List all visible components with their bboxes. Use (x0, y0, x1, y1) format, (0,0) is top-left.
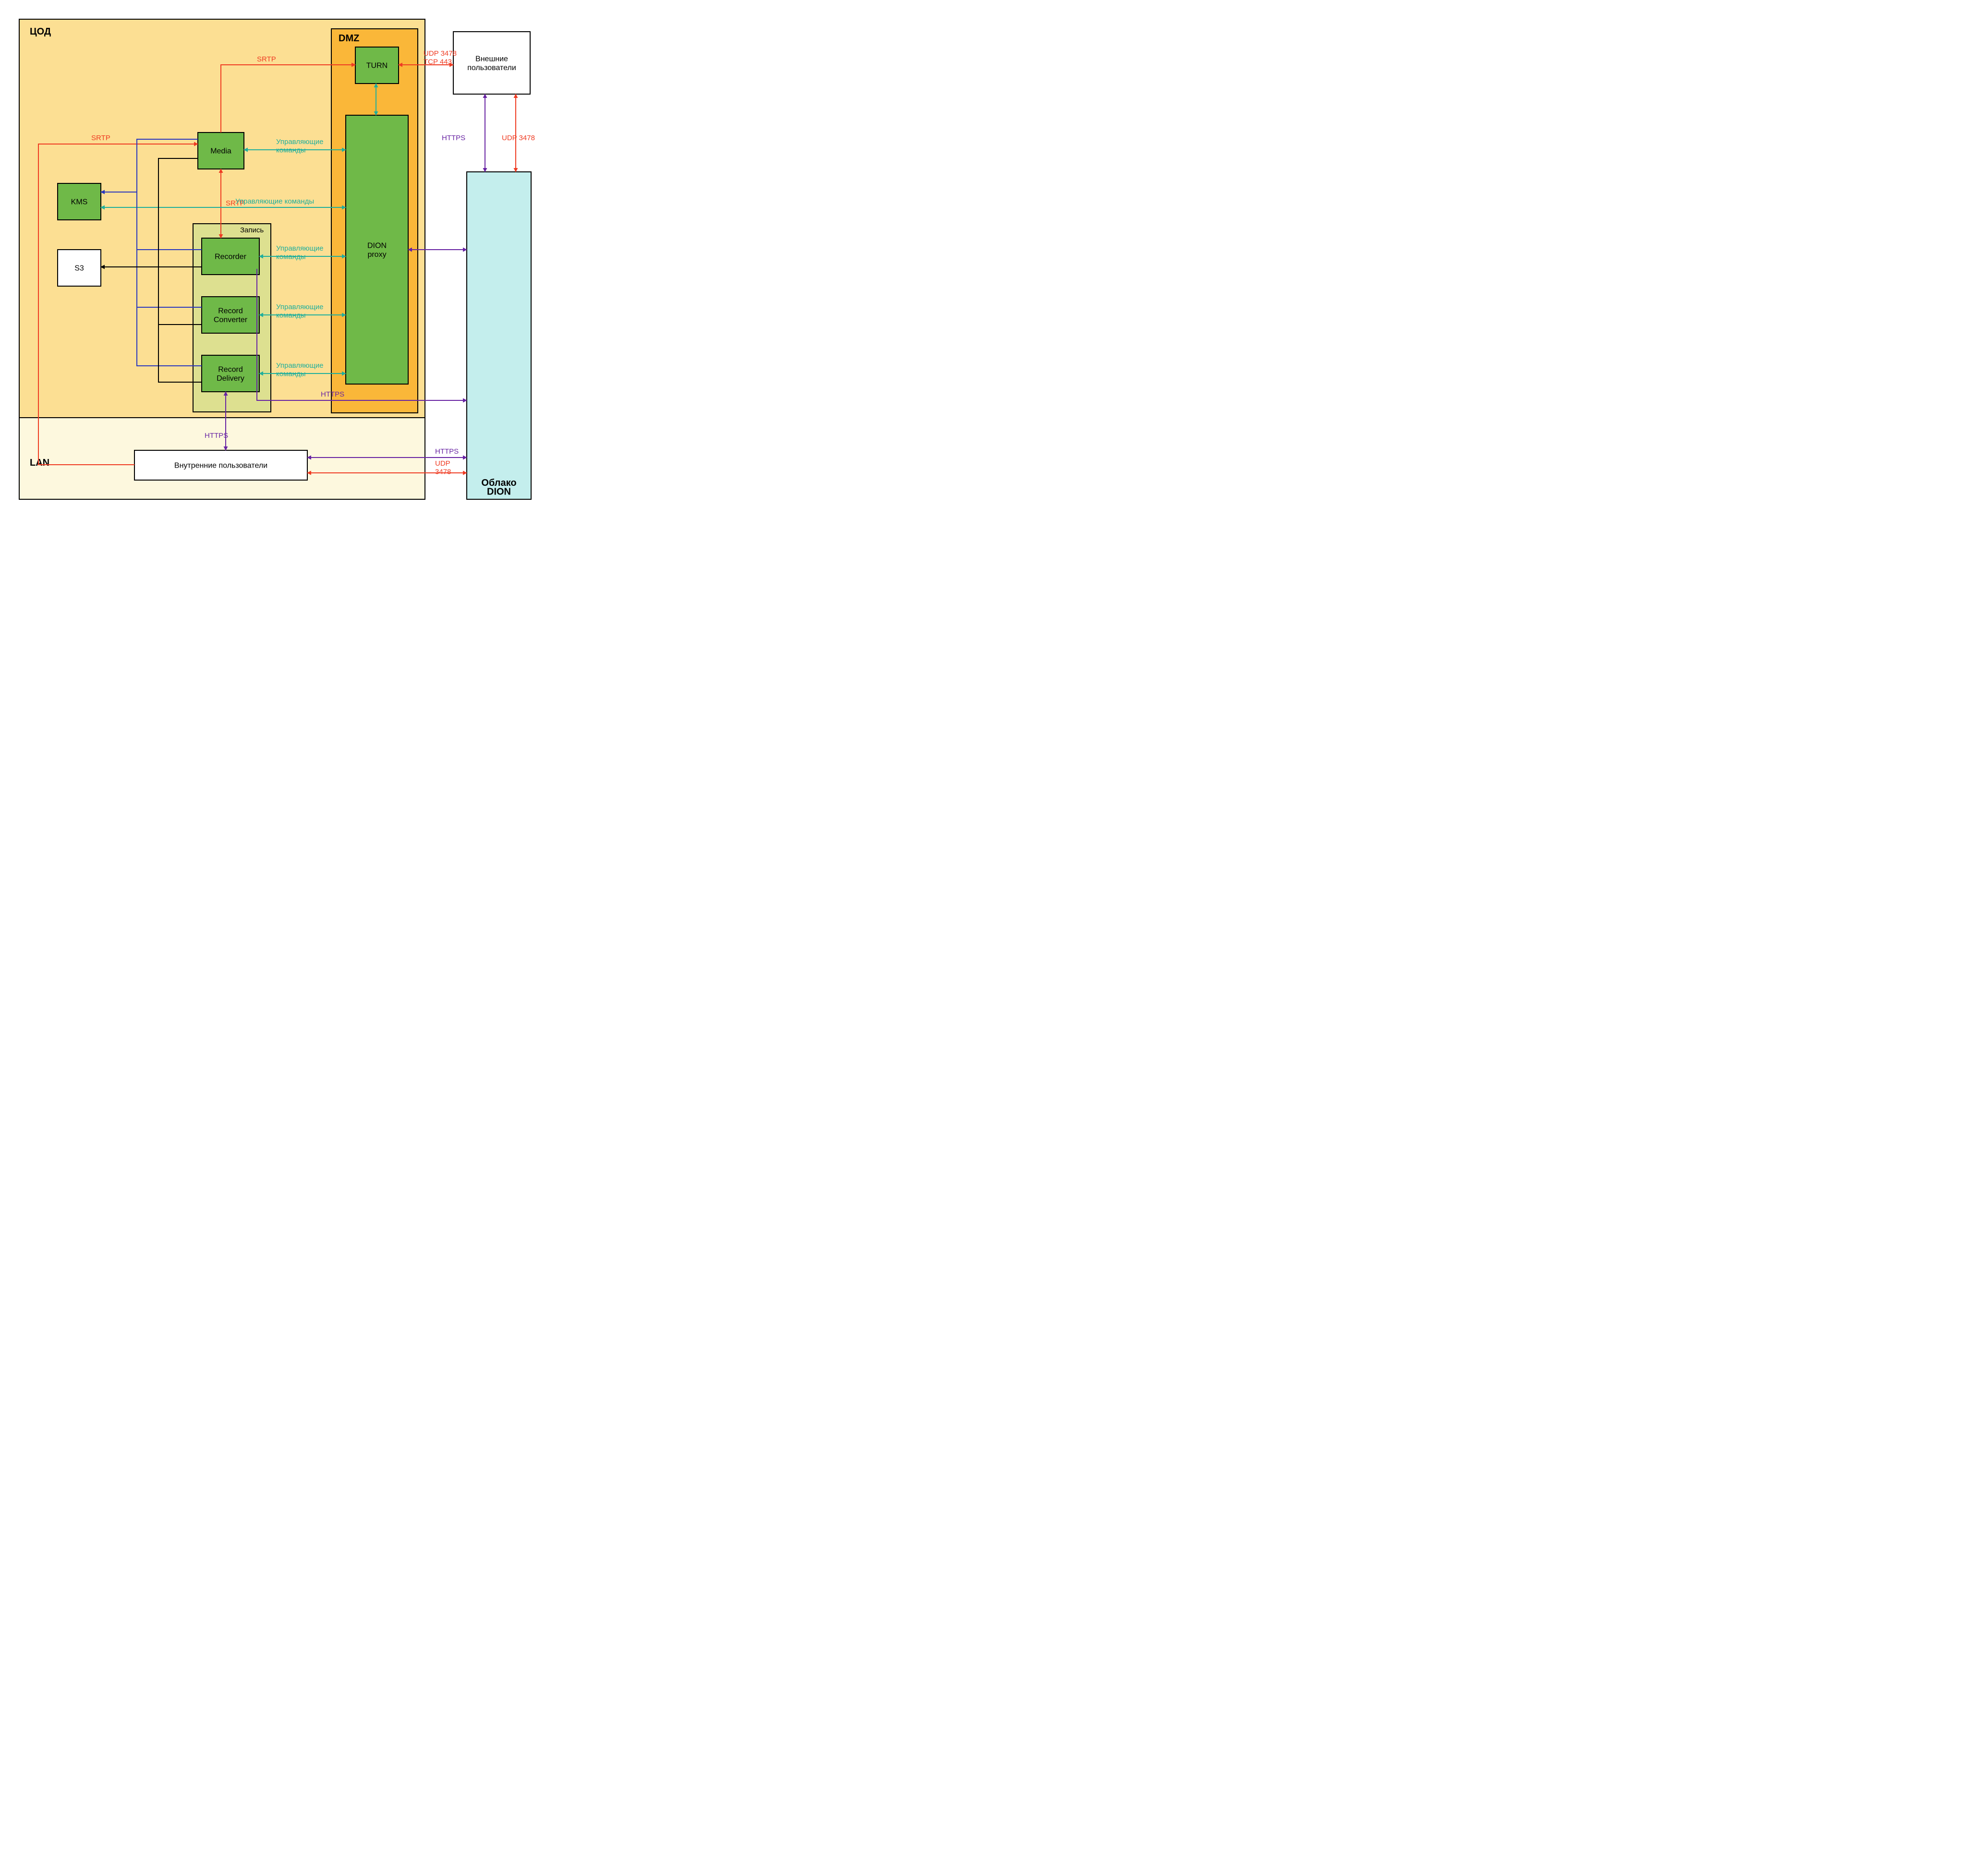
node-recconv-label: Record (218, 307, 243, 315)
node-recconv-label: Converter (214, 316, 248, 324)
e-cmd-recorder-label: Управляющие (276, 244, 323, 253)
e-cmd-media-label: команды (276, 146, 306, 154)
e-intusers-cloud-udp-label: UDP (435, 459, 450, 468)
node-turn-label: TURN (366, 62, 388, 70)
e-ext-cloud-udp-label: UDP 3478 (502, 134, 535, 142)
node-kms-label: KMS (71, 198, 88, 206)
node-recdeliv-label: Delivery (217, 374, 244, 383)
node-int_users-label: Внутренние пользователи (174, 462, 267, 470)
e-cmd-kms-label: Управляющие команды (235, 197, 314, 205)
node-recorder-label: Recorder (215, 253, 246, 261)
e-recorder-cloud-label: HTTPS (321, 390, 344, 398)
e-intusers-cloud-https-label: HTTPS (435, 447, 459, 456)
node-cloud (467, 172, 531, 499)
e-turn-extusers-label: UDP 3478 (424, 49, 457, 58)
e-cmd-media-label: Управляющие (276, 138, 323, 146)
svg-text:Запись: Запись (240, 226, 264, 234)
e-turn-extusers-label: TCP 443 (424, 58, 452, 66)
svg-text:DMZ: DMZ (339, 33, 359, 44)
e-srtp-media-turn-label: SRTP (257, 55, 276, 63)
svg-text:LAN: LAN (30, 458, 49, 468)
node-cloud-label: DION (487, 486, 511, 497)
e-cmd-recdeliv-label: команды (276, 370, 306, 378)
e-ext-cloud-https-label: HTTPS (442, 134, 465, 142)
e-cmd-recconv-label: Управляющие (276, 303, 323, 311)
node-ext_users-label: Внешние (475, 55, 508, 63)
node-proxy-label: proxy (367, 251, 386, 259)
e-intusers-cloud-udp-label: 3478 (435, 468, 451, 476)
node-ext_users-label: пользователи (467, 64, 516, 72)
e-srtp-intusers-media-label: SRTP (91, 134, 110, 142)
node-recdeliv-label: Record (218, 365, 243, 373)
node-s3-label: S3 (74, 265, 84, 273)
e-cmd-recdeliv-label: Управляющие (276, 361, 323, 370)
network-diagram: LAN ЦОД DMZ Запись TURN Media KMS S3 Recorder Rec… (0, 0, 552, 516)
e-cmd-recorder-label: команды (276, 253, 306, 261)
node-media-label: Media (210, 147, 231, 156)
e-intusers-recdeliv-label: HTTPS (205, 432, 228, 440)
node-proxy-label: DION (367, 241, 387, 250)
e-cmd-recconv-label: команды (276, 311, 306, 319)
svg-text:ЦОД: ЦОД (30, 26, 51, 37)
